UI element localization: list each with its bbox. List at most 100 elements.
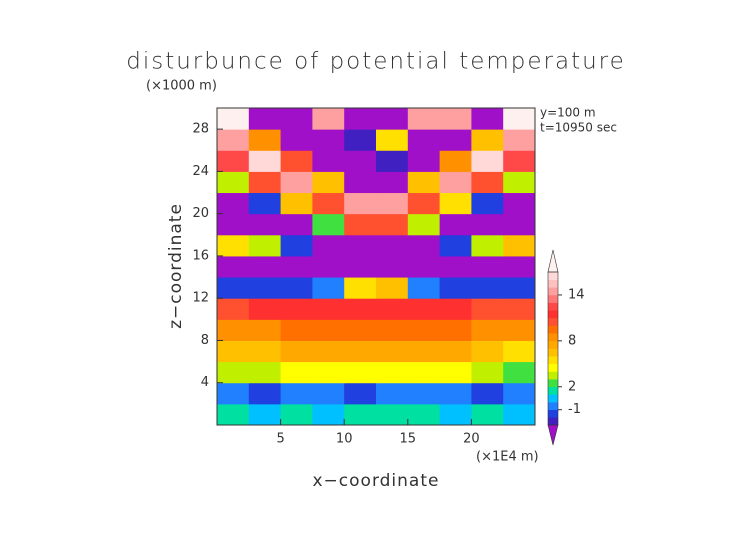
chart-title: disturbunce of potential temperature (126, 49, 626, 75)
heat-cell (407, 255, 441, 278)
heat-cell (217, 319, 250, 341)
heat-cell (344, 255, 377, 278)
heat-cell (407, 108, 441, 130)
heat-cell (248, 340, 282, 363)
heat-cell (376, 192, 409, 215)
heat-cell (376, 108, 409, 130)
heat-cell (312, 403, 345, 426)
heat-cell (280, 234, 313, 257)
colorbar-swatch (548, 363, 558, 372)
y-axis-label: z−coordinate (166, 203, 186, 329)
heat-cell (439, 171, 472, 194)
heat-cell (217, 382, 250, 405)
colorbar-swatch (548, 394, 558, 403)
heat-cell (312, 171, 345, 194)
colorbar-swatch (548, 379, 558, 388)
y-tick-label: 28 (192, 122, 209, 137)
heat-cell (344, 298, 377, 320)
heat-cell (471, 150, 504, 172)
heat-cell (217, 340, 250, 363)
heat-cell (471, 108, 504, 130)
heat-cell (344, 382, 377, 405)
plot-frame (216, 107, 536, 426)
heat-cell (312, 213, 345, 236)
heat-cell (344, 234, 377, 257)
heat-cell (407, 277, 441, 299)
heat-cell (439, 340, 472, 363)
y-tick-label: 16 (192, 248, 209, 263)
heat-cell (248, 277, 282, 299)
heat-cell (407, 298, 441, 320)
heat-cell (503, 150, 536, 172)
colorbar-swatch (548, 371, 558, 380)
x-tick-label: 5 (276, 432, 284, 447)
heat-cell (217, 361, 250, 384)
heat-cell (503, 403, 536, 426)
heat-cell (376, 382, 409, 405)
heat-cell (376, 340, 409, 363)
heat-cell (376, 213, 409, 236)
heat-cell (471, 340, 504, 363)
heat-cell (312, 382, 345, 405)
heat-cell (439, 298, 472, 320)
heat-cell (503, 213, 536, 236)
heat-cell (376, 129, 409, 151)
heat-cell (280, 171, 313, 194)
colorbar-swatch (548, 310, 558, 319)
heat-cell (439, 319, 472, 341)
heat-cell (376, 255, 409, 278)
heat-cell (503, 192, 536, 215)
y-unit: (×1000 m) (146, 79, 217, 94)
heat-cell (312, 150, 345, 172)
heat-cell (471, 192, 504, 215)
heat-cell (471, 255, 504, 278)
heat-cell (312, 361, 345, 384)
heat-cell (407, 234, 441, 257)
heat-cell (248, 382, 282, 405)
heat-cell (248, 213, 282, 236)
heat-cell (344, 129, 377, 151)
heat-cell (312, 340, 345, 363)
heat-cell (407, 150, 441, 172)
heat-cell (344, 277, 377, 299)
heat-cell (407, 171, 441, 194)
y-tick-label: 24 (192, 164, 209, 179)
heat-cell (248, 255, 282, 278)
heat-cell (439, 255, 472, 278)
heat-cell (503, 277, 536, 299)
heat-cell (503, 319, 536, 341)
heat-cell (471, 277, 504, 299)
colorbar-swatch (548, 294, 558, 303)
x-tick-label: 10 (336, 432, 353, 447)
heat-cell (503, 129, 536, 151)
heat-cell (439, 108, 472, 130)
heat-cell (407, 382, 441, 405)
heat-cell (503, 108, 536, 130)
colorbar-above (547, 249, 559, 273)
heat-cell (217, 403, 250, 426)
colorbar-swatch (548, 417, 558, 426)
colorbar-swatch (548, 325, 558, 334)
colorbar-tick-label: 8 (568, 333, 576, 348)
heat-cell (344, 319, 377, 341)
heat-cell (503, 382, 536, 405)
heat-cell (439, 277, 472, 299)
heat-cell (407, 192, 441, 215)
heat-cell (471, 298, 504, 320)
heat-cell (280, 277, 313, 299)
heat-cell (280, 150, 313, 172)
heat-cell (503, 234, 536, 257)
heat-cell (312, 234, 345, 257)
heat-cell (471, 213, 504, 236)
colorbar-below (547, 424, 559, 446)
x-axis-label: x−coordinate (313, 471, 440, 491)
heat-cell (439, 382, 472, 405)
heat-cell (280, 213, 313, 236)
colorbar-swatch (548, 402, 558, 410)
heat-cell (439, 213, 472, 236)
heat-cell (217, 108, 250, 130)
heat-cell (376, 403, 409, 426)
heat-cell (248, 361, 282, 384)
heat-cell (503, 298, 536, 320)
colorbar-frame (547, 271, 559, 426)
